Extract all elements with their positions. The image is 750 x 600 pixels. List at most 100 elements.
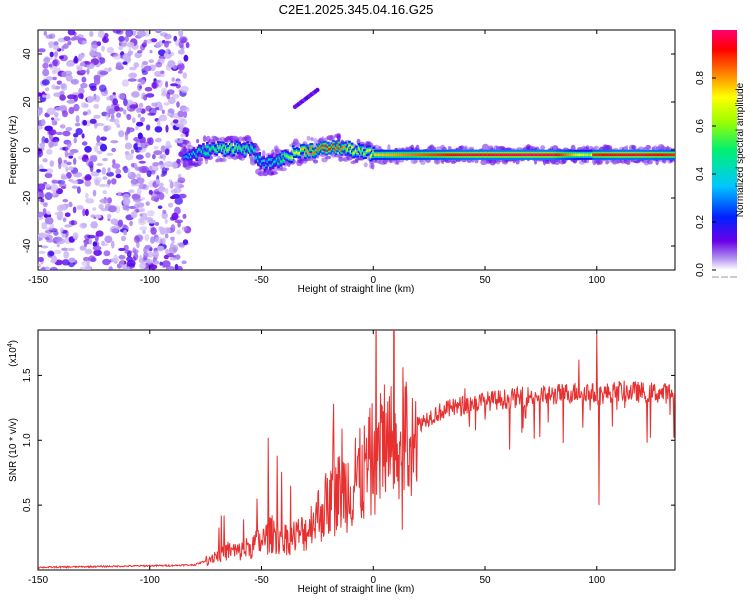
noise-blob bbox=[79, 245, 87, 251]
noise-blob bbox=[118, 40, 122, 46]
noise-blob bbox=[155, 30, 162, 34]
noise-blob bbox=[87, 234, 96, 239]
noise-blob bbox=[112, 98, 118, 106]
ridge-halo-blob bbox=[234, 137, 240, 142]
noise-blob bbox=[115, 168, 121, 175]
spectrogram-y-ticks: -40 -20 0 20 40 bbox=[22, 48, 675, 253]
noise-blob bbox=[64, 212, 71, 217]
ridge-band-core bbox=[400, 153, 404, 157]
noise-blob bbox=[96, 169, 101, 173]
y-tick-label: 1.5 bbox=[22, 368, 33, 382]
noise-blob bbox=[38, 263, 41, 268]
noise-blob bbox=[38, 211, 44, 218]
noise-blob bbox=[176, 229, 182, 235]
ridge-halo-blob bbox=[274, 148, 282, 154]
ridge-band-core bbox=[440, 153, 444, 157]
ridge-halo-blob bbox=[202, 135, 207, 143]
noise-blob bbox=[164, 218, 168, 224]
ridge-band-core bbox=[356, 151, 359, 154]
x-tick-label: 50 bbox=[479, 275, 491, 286]
ridge-band-core bbox=[635, 153, 638, 157]
noise-blob bbox=[174, 219, 184, 224]
noise-blob bbox=[140, 79, 146, 85]
noise-blob bbox=[111, 178, 117, 185]
noise-blob bbox=[121, 235, 126, 242]
noise-blob bbox=[127, 78, 137, 82]
noise-blob bbox=[81, 102, 87, 108]
noise-blob bbox=[96, 150, 103, 155]
noise-blob bbox=[73, 171, 83, 178]
noise-blob bbox=[79, 222, 87, 229]
noise-blob bbox=[123, 109, 127, 115]
noise-blob bbox=[61, 71, 67, 78]
noise-blob bbox=[154, 221, 160, 226]
ridge-halo-blob bbox=[187, 145, 194, 150]
ridge-band-core bbox=[334, 148, 338, 152]
noise-blob bbox=[148, 59, 155, 63]
noise-blob bbox=[135, 125, 139, 130]
noise-blob bbox=[170, 83, 178, 87]
noise-blob bbox=[51, 84, 56, 90]
ridge-band-core bbox=[645, 153, 649, 157]
noise-blob bbox=[161, 260, 171, 268]
ridge-band-core bbox=[448, 153, 452, 157]
noise-blob bbox=[171, 239, 175, 244]
noise-blob bbox=[169, 181, 174, 189]
y-tick-label: 0 bbox=[22, 147, 33, 153]
noise-blob bbox=[134, 52, 142, 59]
noise-blob bbox=[156, 73, 166, 77]
ridge-band-core bbox=[330, 145, 334, 149]
ridge-band-core bbox=[360, 151, 363, 154]
noise-blob bbox=[166, 92, 171, 100]
noise-blob bbox=[73, 103, 80, 112]
noise-blob bbox=[175, 39, 180, 47]
ridge-halo-blob bbox=[313, 138, 318, 144]
noise-blob bbox=[183, 54, 189, 62]
noise-blob bbox=[68, 106, 75, 115]
noise-blob bbox=[49, 160, 55, 167]
noise-blob bbox=[133, 235, 140, 243]
noise-blob bbox=[45, 168, 54, 174]
noise-blob bbox=[126, 114, 132, 121]
noise-blob bbox=[176, 101, 180, 108]
ridge-band-core bbox=[485, 153, 488, 157]
ridge-band-core bbox=[468, 153, 472, 157]
noise-blob bbox=[59, 55, 64, 60]
noise-blob bbox=[66, 161, 72, 166]
ridge-band-core bbox=[409, 153, 413, 157]
noise-blob bbox=[172, 93, 180, 99]
ridge-band-core bbox=[263, 166, 267, 169]
noise-blob bbox=[161, 212, 168, 220]
ridge-band-core bbox=[501, 153, 504, 157]
noise-blob bbox=[138, 160, 146, 164]
ridge-band-core bbox=[628, 153, 632, 157]
ridge-band-core bbox=[573, 153, 577, 157]
ridge-band-core bbox=[384, 153, 387, 157]
colorbar-tick-label: 0.4 bbox=[695, 167, 706, 181]
noise-blob bbox=[58, 104, 67, 110]
ridge-band-core bbox=[259, 162, 263, 166]
noise-blob bbox=[57, 157, 62, 165]
noise-blob bbox=[96, 163, 103, 166]
ridge-band-core bbox=[525, 153, 528, 157]
ridge-band-core bbox=[670, 153, 673, 157]
ridge-band-core bbox=[609, 153, 613, 157]
ridge-halo-blob bbox=[552, 145, 558, 149]
ridge-halo-blob bbox=[280, 167, 287, 172]
ridge-band-core bbox=[664, 153, 668, 157]
noise-blob bbox=[117, 219, 123, 227]
noise-blob bbox=[93, 74, 101, 81]
noise-blob bbox=[163, 254, 169, 260]
noise-blob bbox=[121, 79, 129, 87]
ridge-band-core bbox=[295, 150, 299, 154]
noise-blob bbox=[52, 76, 57, 81]
noise-blob bbox=[147, 251, 154, 258]
ridge-band-core bbox=[290, 156, 294, 160]
noise-blob bbox=[81, 260, 89, 267]
noise-blob bbox=[57, 211, 64, 217]
noise-blob bbox=[84, 208, 89, 217]
noise-blob bbox=[61, 247, 68, 251]
noise-blob bbox=[41, 79, 50, 86]
ridge-band-core bbox=[662, 153, 665, 157]
noise-blob bbox=[156, 245, 165, 252]
